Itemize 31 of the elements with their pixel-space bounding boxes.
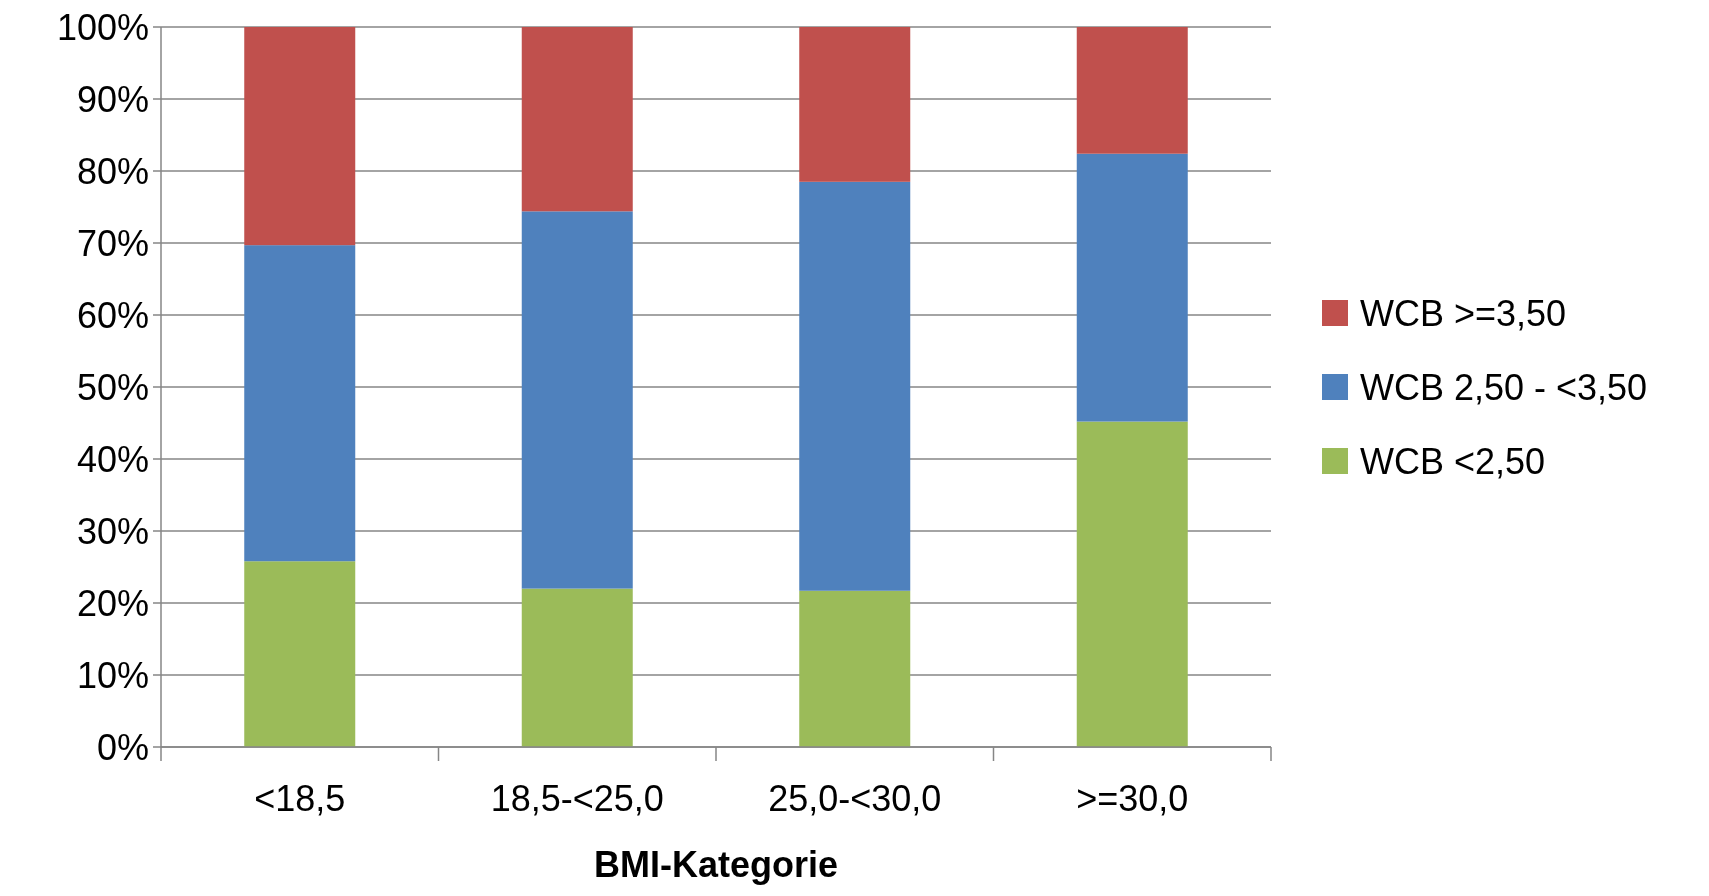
y-tick-label: 90% (76, 78, 149, 120)
y-tick-label: 50% (76, 366, 149, 408)
x-tick-label: <18,5 (254, 778, 346, 819)
y-tick-label: 40% (76, 438, 149, 480)
bar (799, 590, 911, 747)
x-tick-label: 25,0-<30,0 (768, 778, 942, 819)
y-tick-label: 30% (76, 510, 149, 552)
legend-label: WCB <2,50 (1360, 440, 1546, 482)
y-tick-label: 80% (76, 150, 149, 192)
bar (1076, 421, 1188, 747)
bar (1076, 27, 1188, 154)
bar (799, 181, 911, 591)
bar (521, 588, 633, 747)
bar (521, 211, 633, 589)
x-tick-label: >=30,0 (1076, 778, 1189, 819)
y-tick-label: 70% (76, 222, 149, 264)
x-tick-label: 18,5-<25,0 (490, 778, 664, 819)
bar (244, 245, 356, 562)
legend-label: WCB 2,50 - <3,50 (1360, 366, 1648, 408)
bar (244, 27, 356, 246)
y-tick-label: 60% (76, 294, 149, 336)
y-tick-label: 100% (56, 6, 149, 48)
bar (521, 27, 633, 212)
bar (1076, 153, 1188, 422)
bar (799, 27, 911, 182)
bar (244, 561, 356, 747)
y-tick-label: 10% (76, 654, 149, 696)
y-tick-label: 20% (76, 582, 149, 624)
x-axis-title: BMI-Kategorie (593, 844, 839, 885)
legend-label: WCB >=3,50 (1360, 292, 1567, 334)
y-tick-label: 0% (96, 726, 149, 768)
